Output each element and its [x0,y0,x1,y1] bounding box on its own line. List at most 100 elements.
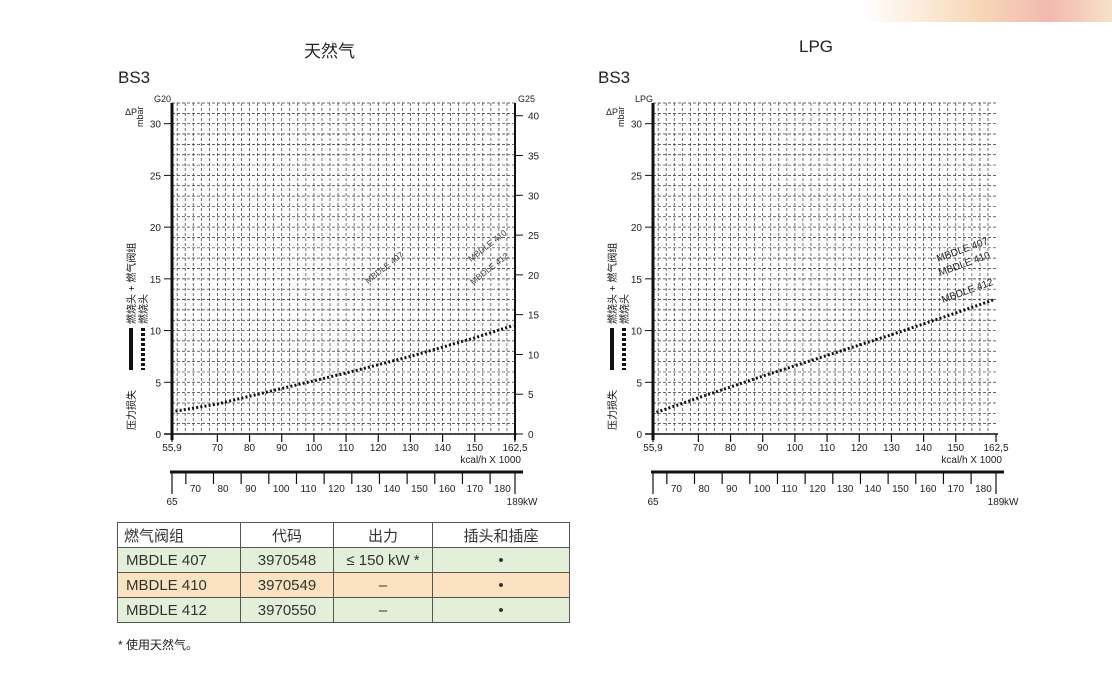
x-tick-label: 55,9 [162,443,182,454]
x2-tick-label: 90 [245,484,257,495]
x2-tick-label: 160 [439,484,456,495]
x2-tick-label: 120 [328,484,345,495]
table-cell: – [333,597,433,623]
x2-tick-label: 65 [166,497,178,508]
x-tick-label: 130 [402,443,419,454]
x-tick-label: 80 [725,443,737,454]
model-label-right: BS3 [598,68,631,87]
x-tick-label: 120 [851,443,868,454]
y-tick-label: 5 [636,378,642,389]
table-cell: 3970550 [240,597,334,623]
y-tick-label: 10 [631,327,643,338]
series-line-burner-head [175,323,514,413]
y-tick-label: 20 [150,223,162,234]
x-tick-label: 90 [276,443,288,454]
x2-tick-label: 180 [975,484,992,495]
y2-tick-label: 5 [528,390,534,401]
x-tick-label: 90 [757,443,769,454]
y-tick-label: 30 [631,120,643,131]
x-tick-label: 110 [338,443,354,454]
table-row: MBDLE 412 3970550 – • [117,597,570,623]
y-axis-gas-label: LPG [635,94,653,104]
x-axis-label: kcal/h X 1000 [460,455,521,466]
y-axis-label-delta-p: ΔP [606,107,618,117]
legend-text-pressure-loss: 压力损失 [125,390,138,430]
x-axis-label: kcal/h X 1000 [941,455,1002,466]
y2-tick-label: 40 [528,112,540,123]
x2-tick-label: 140 [383,484,400,495]
table-cell: ≤ 150 kW * [333,547,433,573]
x2-tick-label: 110 [300,484,316,495]
y2-axis-gas-label: G25 [518,94,535,104]
table-header-cell: 插头和插座 [432,522,570,548]
table-cell: • [432,572,570,598]
table-cell: – [333,572,433,598]
y-tick-label: 15 [150,275,162,286]
y-tick-label: 20 [631,223,643,234]
gas-valve-table: 燃气阀组 代码 出力 插头和插座 MBDLE 407 3970548 ≤ 150… [117,522,570,623]
x2-tick-label: 80 [698,484,710,495]
x2-tick-label: 80 [217,484,229,495]
y-tick-label: 15 [631,275,643,286]
x2-tick-label: 189 [507,497,524,508]
footnote: * 使用天然气。 [118,638,199,652]
x-tick-label: 100 [306,443,323,454]
y2-tick-label: 0 [528,430,534,441]
corner-decoration [862,0,1112,22]
table-cell: 3970549 [240,572,334,598]
y-tick-label: 0 [155,430,161,441]
legend-text-burner-head: 燃烧头 [137,294,150,324]
series-label-mbdle-407: MBDLE 407 [363,249,405,285]
x2-tick-label: 170 [466,484,483,495]
x-tick-label: 130 [883,443,900,454]
x2-tick-label: 150 [892,484,909,495]
y-axis-gas-label: G20 [154,94,171,104]
x2-tick-label: 170 [947,484,964,495]
x2-tick-label: 70 [671,484,683,495]
x-tick-label: 120 [370,443,387,454]
x-tick-label: 55,9 [643,443,663,454]
x2-tick-label: 160 [920,484,937,495]
x2-tick-label: 150 [411,484,428,495]
table-cell: MBDLE 410 [117,572,241,598]
x2-axis-label: kW [1004,497,1019,508]
x2-tick-label: 189 [988,497,1005,508]
y-tick-label: 5 [155,378,161,389]
y-tick-label: 10 [150,327,162,338]
chart-title-lpg: LPG [799,37,834,56]
table-row: MBDLE 407 3970548 ≤ 150 kW * • [117,547,570,573]
legend-text-pressure-loss: 压力损失 [606,390,619,430]
y-tick-label: 0 [636,430,642,441]
y2-tick-label: 15 [528,311,540,322]
x-tick-label: 70 [693,443,705,454]
legend-text-burner-head: 燃烧头 [618,294,631,324]
x2-tick-label: 130 [837,484,854,495]
table-row: MBDLE 410 3970549 – • [117,572,570,598]
x2-tick-label: 110 [781,484,797,495]
x2-tick-label: 180 [494,484,511,495]
x-tick-label: 150 [466,443,483,454]
table-cell: • [432,597,570,623]
legend-text-burner-and-valve: 燃烧头 + 燃气阀组 [606,243,619,324]
table-cell: MBDLE 412 [117,597,241,623]
x-tick-label: 140 [915,443,932,454]
x-tick-label: 140 [434,443,451,454]
x2-axis-label: kW [523,497,538,508]
y-tick-label: 30 [150,120,162,131]
y2-tick-label: 30 [528,191,540,202]
x2-tick-label: 100 [754,484,771,495]
y2-tick-label: 25 [528,231,540,242]
legend-text-burner-and-valve: 燃烧头 + 燃气阀组 [125,243,138,324]
y2-tick-label: 35 [528,152,540,163]
x2-tick-label: 100 [273,484,290,495]
chart-title-natural-gas: 天然气 [304,42,355,61]
x2-tick-label: 130 [356,484,373,495]
y2-tick-label: 10 [528,350,540,361]
x2-tick-label: 140 [864,484,881,495]
x2-tick-label: 65 [647,497,659,508]
x-tick-label: 162,5 [502,443,527,454]
x2-tick-label: 70 [190,484,202,495]
table-header-cell: 代码 [240,522,334,548]
x2-tick-label: 90 [726,484,738,495]
